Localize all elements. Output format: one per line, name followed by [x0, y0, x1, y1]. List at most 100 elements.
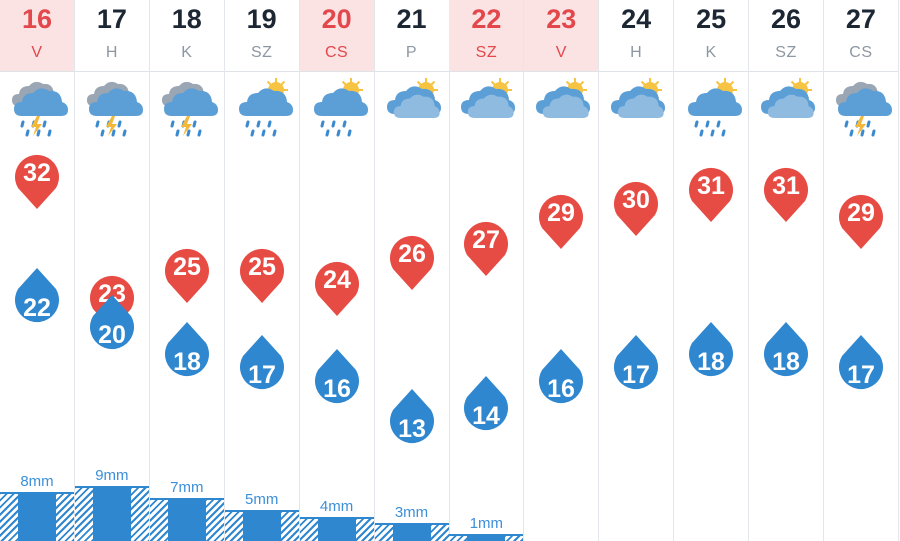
day-number: 17 — [96, 4, 127, 34]
precipitation-bar — [299, 516, 374, 541]
day-column[interactable]: 22 SZ 27 14 1mm — [449, 0, 525, 541]
day-of-week: SZ — [250, 44, 273, 61]
day-number: 19 — [246, 4, 277, 34]
day-of-week: CS — [324, 44, 349, 61]
svg-text:25: 25 — [248, 253, 276, 281]
day-of-week: K — [705, 44, 717, 61]
min-temp-drop: 20 — [87, 295, 137, 355]
svg-text:26: 26 — [398, 240, 426, 268]
max-temp-pin: 25 — [162, 244, 212, 304]
day-of-week: H — [630, 44, 643, 61]
day-header: 19 SZ — [224, 0, 299, 72]
precipitation-label: 7mm — [170, 479, 204, 497]
svg-text:17: 17 — [622, 361, 650, 389]
precipitation-bar — [449, 534, 524, 541]
precipitation-bar — [374, 522, 449, 541]
thunder-rain-icon — [81, 76, 143, 140]
svg-text:20: 20 — [98, 321, 126, 349]
partly-sunny-icon — [381, 76, 443, 140]
day-of-week: V — [31, 44, 43, 61]
svg-text:31: 31 — [697, 172, 725, 200]
svg-text:18: 18 — [173, 348, 201, 376]
day-column[interactable]: 27 CS 29 17 — [823, 0, 899, 541]
max-temp-pin: 32 — [12, 150, 62, 210]
svg-text:27: 27 — [472, 226, 500, 254]
svg-text:32: 32 — [23, 159, 51, 187]
day-number: 16 — [21, 4, 53, 34]
day-column[interactable]: 25 K 31 18 — [674, 0, 750, 541]
svg-text:13: 13 — [398, 415, 426, 443]
day-header: 16 V — [0, 0, 74, 72]
day-number: 21 — [396, 4, 427, 34]
day-of-week: H — [105, 44, 118, 61]
day-column[interactable]: 18 K 25 18 7mm — [149, 0, 225, 541]
day-number: 24 — [621, 4, 652, 34]
day-number: 18 — [171, 4, 202, 34]
max-temp-pin: 29 — [836, 190, 886, 250]
precipitation-label: 3mm — [394, 503, 429, 521]
day-number: 20 — [321, 4, 352, 34]
day-column[interactable]: 16 V 32 22 8mm — [0, 0, 75, 541]
svg-text:18: 18 — [772, 348, 800, 376]
day-header: 21 P — [374, 0, 449, 72]
day-number: 22 — [471, 4, 502, 34]
day-header: 22 SZ — [449, 0, 524, 72]
day-of-week: P — [405, 44, 418, 61]
partly-sunny-icon — [755, 76, 817, 140]
svg-text:29: 29 — [847, 199, 875, 227]
min-temp-drop: 13 — [387, 389, 437, 449]
sun-rain-icon — [306, 76, 368, 140]
svg-text:25: 25 — [173, 253, 201, 281]
day-header: 20 CS — [299, 0, 374, 72]
day-header: 23 V — [524, 0, 599, 72]
day-column[interactable]: 20 CS 24 16 4mm — [299, 0, 375, 541]
precipitation-bar — [224, 510, 299, 541]
day-column[interactable]: 23 V 29 16 — [524, 0, 600, 541]
day-of-week: K — [181, 44, 193, 61]
partly-sunny-icon — [530, 76, 592, 140]
day-header: 27 CS — [823, 0, 898, 72]
day-column[interactable]: 21 P 26 13 3mm — [374, 0, 450, 541]
day-column[interactable]: 17 H 23 20 9mm — [74, 0, 150, 541]
precipitation-bar — [74, 486, 149, 541]
min-temp-drop: 17 — [836, 335, 886, 395]
partly-sunny-icon — [455, 76, 517, 140]
day-header: 24 H — [599, 0, 674, 72]
day-header: 17 H — [74, 0, 149, 72]
day-of-week: CS — [849, 44, 873, 61]
precipitation-label: 8mm — [20, 473, 54, 491]
max-temp-pin: 29 — [536, 190, 586, 250]
day-column[interactable]: 26 SZ 31 18 — [749, 0, 824, 541]
svg-text:17: 17 — [248, 361, 276, 389]
min-temp-drop: 22 — [12, 268, 62, 328]
svg-text:31: 31 — [772, 172, 800, 200]
min-temp-drop: 17 — [237, 335, 287, 395]
day-column[interactable]: 19 SZ 25 17 5mm — [224, 0, 300, 541]
day-header: 25 K — [674, 0, 749, 72]
day-header: 18 K — [149, 0, 224, 72]
precipitation-label: 5mm — [245, 491, 279, 509]
min-temp-drop: 18 — [686, 321, 736, 382]
min-temp-drop: 17 — [611, 335, 661, 395]
partly-sunny-icon — [605, 76, 667, 140]
day-column[interactable]: 24 H 30 17 — [599, 0, 675, 541]
sun-rain-icon — [231, 76, 293, 140]
thunder-rain-icon — [830, 76, 892, 140]
precipitation-label: 9mm — [95, 467, 129, 484]
day-of-week: SZ — [775, 44, 797, 61]
svg-text:14: 14 — [472, 402, 500, 430]
max-temp-pin: 31 — [761, 163, 811, 223]
day-number: 26 — [770, 4, 802, 34]
day-header: 26 SZ — [749, 0, 823, 72]
max-temp-pin: 25 — [237, 244, 287, 304]
max-temp-pin: 24 — [312, 257, 362, 317]
precipitation-label: 1mm — [469, 515, 504, 532]
day-number: 23 — [546, 4, 577, 34]
max-temp-pin: 27 — [461, 217, 511, 277]
precipitation-label: 4mm — [319, 497, 354, 515]
min-temp-drop: 18 — [162, 321, 212, 382]
svg-text:18: 18 — [697, 348, 725, 376]
svg-text:16: 16 — [323, 375, 351, 403]
svg-text:30: 30 — [622, 186, 650, 214]
day-of-week: V — [555, 44, 567, 61]
